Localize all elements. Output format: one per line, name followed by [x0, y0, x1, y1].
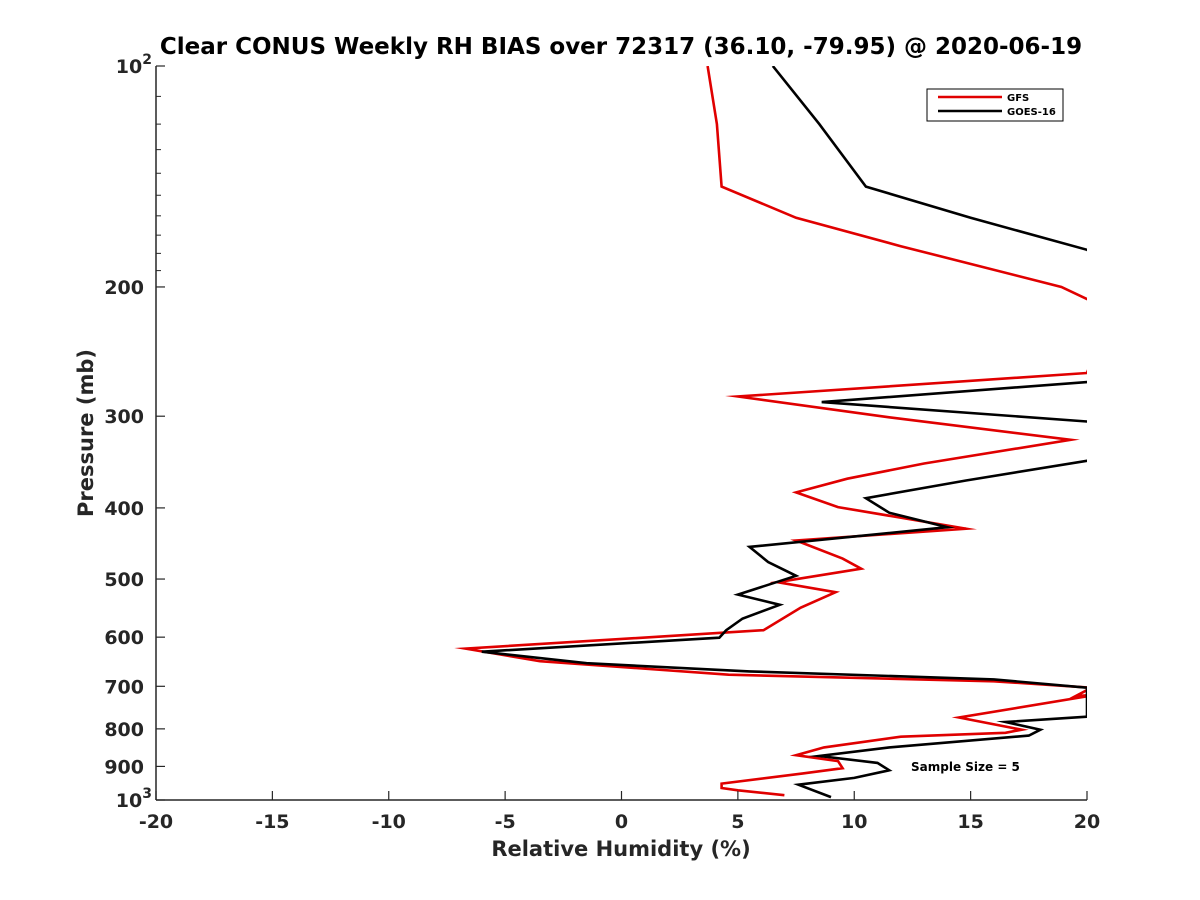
y-tick-label: 600 — [104, 627, 144, 649]
y-tick-label: 900 — [104, 756, 144, 778]
x-tick-label: 10 — [841, 811, 867, 833]
x-tick-label: -15 — [255, 811, 289, 833]
x-tick-label: 15 — [957, 811, 983, 833]
y-tick-label: 103 — [116, 786, 152, 812]
chart-title: Clear CONUS Weekly RH BIAS over 72317 (3… — [160, 34, 1082, 60]
x-tick-label: 20 — [1074, 811, 1100, 833]
series-line-goes16 — [481, 66, 1087, 799]
series-line-gfs — [454, 66, 1087, 797]
sample-size-annotation: Sample Size = 5 — [911, 760, 1020, 774]
y-axis-title: Pressure (mb) — [74, 349, 98, 517]
legend-box — [926, 88, 1064, 122]
legend: GFS GOES-16 — [926, 88, 1064, 122]
y-tick-label: 500 — [104, 569, 144, 591]
x-tick-label: 0 — [615, 811, 628, 833]
y-tick-label: 400 — [104, 498, 144, 520]
y-tick-label: 300 — [104, 406, 144, 428]
y-tick-label: 800 — [104, 719, 144, 741]
x-tick-label: -20 — [139, 811, 173, 833]
x-tick-label: -5 — [495, 811, 516, 833]
series-layer — [454, 66, 1087, 799]
axes-layer: -20 -15 -10 -5 0 5 10 15 20 102 200 300 400 500 600 700… — [104, 52, 1100, 833]
y-tick-label: 102 — [116, 52, 152, 78]
x-axis-title: Relative Humidity (%) — [491, 837, 750, 861]
y-tick-label: 700 — [104, 676, 144, 698]
x-tick-label: 5 — [731, 811, 744, 833]
legend-label-gfs: GFS — [1007, 93, 1029, 104]
plot-area — [156, 66, 1087, 800]
x-tick-label: -10 — [372, 811, 406, 833]
y-tick-label: 200 — [104, 277, 144, 299]
legend-label-goes16: GOES-16 — [1007, 107, 1056, 118]
